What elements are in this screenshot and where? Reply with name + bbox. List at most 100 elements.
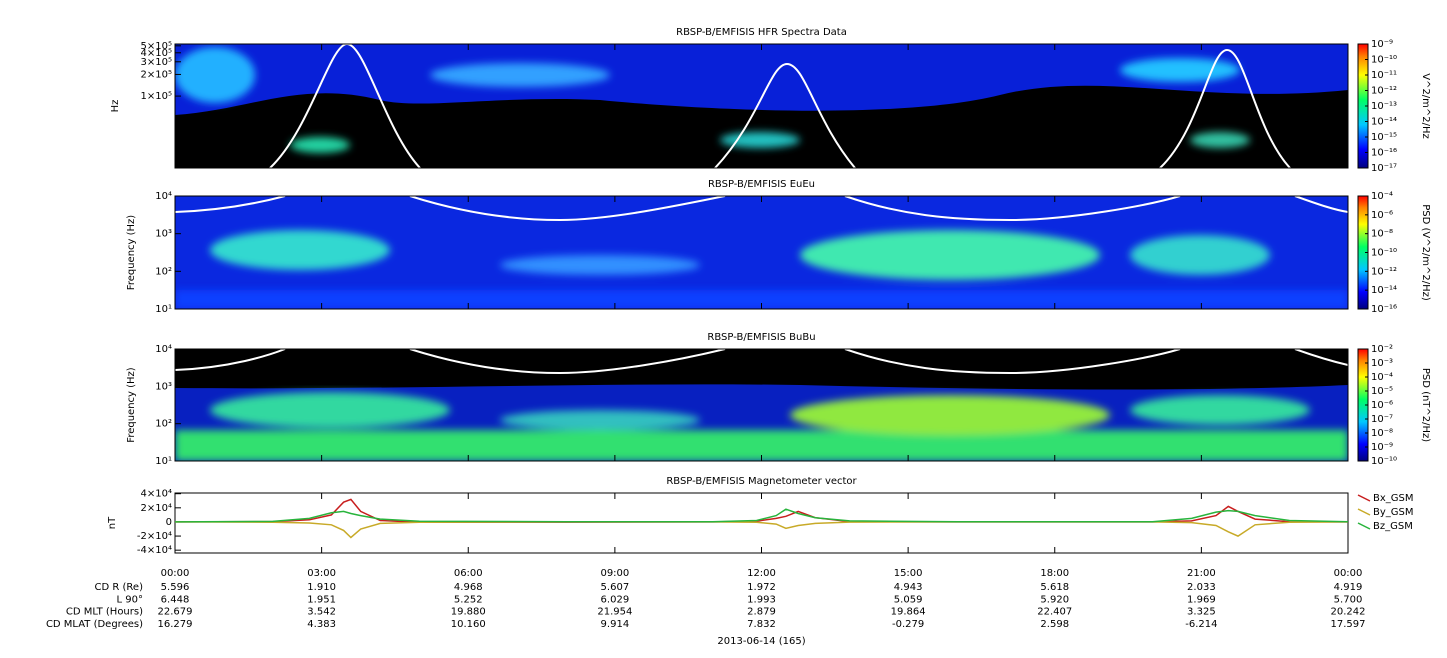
- y-tick-label: -2×10⁴: [137, 531, 172, 542]
- y-tick-label: 2×10⁴: [141, 503, 172, 514]
- ephemeris-value: 5.607: [601, 582, 630, 593]
- spectrogram-image: [175, 196, 1348, 309]
- colorbar-tick-label: 10⁻¹²: [1371, 266, 1397, 277]
- y-tick-label: 10¹: [155, 304, 172, 315]
- ephemeris-value: 19.864: [891, 607, 926, 618]
- ephemeris-value: 21.954: [597, 607, 632, 618]
- colorbar-tick-label: 10⁻¹²: [1371, 86, 1397, 97]
- legend-swatch: [1357, 508, 1371, 516]
- x-tick-label: 12:00: [747, 568, 776, 579]
- ephemeris-value: 5.920: [1040, 594, 1069, 605]
- x-tick-label: 21:00: [1187, 568, 1216, 579]
- colorbar-tick-label: 10⁻⁸: [1371, 428, 1393, 439]
- y-axis-label: nT: [107, 516, 118, 529]
- x-tick-label: 06:00: [454, 568, 483, 579]
- x-tick-label: 03:00: [307, 568, 336, 579]
- date-label: 2013-06-14 (165): [717, 636, 805, 647]
- y-tick-label: 4×10⁵: [141, 48, 172, 59]
- ephemeris-value: 19.880: [451, 607, 486, 618]
- colorbar-tick-label: 10⁻¹⁷: [1371, 163, 1397, 174]
- ephemeris-value: 5.618: [1040, 582, 1069, 593]
- legend-swatch: [1357, 522, 1371, 530]
- ephemeris-value: 4.968: [454, 582, 483, 593]
- colorbar-tick-label: 10⁻⁹: [1371, 39, 1393, 50]
- ephemeris-value: 3.542: [307, 607, 336, 618]
- colorbar-tick-label: 10⁻⁶: [1371, 210, 1393, 221]
- y-tick-label: 5×10⁵: [141, 41, 172, 52]
- panel-title: RBSP-B/EMFISIS EuEu: [708, 179, 815, 190]
- x-tick-label: 18:00: [1040, 568, 1069, 579]
- legend-label: By_GSM: [1373, 507, 1414, 518]
- legend-label: Bz_GSM: [1373, 521, 1413, 532]
- ephemeris-value: 2.598: [1040, 619, 1069, 630]
- x-tick-label: 00:00: [161, 568, 190, 579]
- ephemeris-value: 5.059: [894, 594, 923, 605]
- ephemeris-value: 6.029: [601, 594, 630, 605]
- ephemeris-value: 1.972: [747, 582, 776, 593]
- y-axis-label: Frequency (Hz): [126, 215, 137, 291]
- panel-title: RBSP-B/EMFISIS HFR Spectra Data: [676, 27, 847, 38]
- colorbar-tick-label: 10⁻¹⁵: [1371, 132, 1397, 143]
- colorbar-tick-label: 10⁻⁶: [1371, 400, 1393, 411]
- ephemeris-value: 6.448: [161, 594, 190, 605]
- ephemeris-value: 1.969: [1187, 594, 1216, 605]
- ephemeris-value: 20.242: [1331, 607, 1366, 618]
- panel-title: RBSP-B/EMFISIS Magnetometer vector: [666, 476, 857, 487]
- x-tick-label: 00:00: [1334, 568, 1363, 579]
- y-tick-label: 10⁴: [155, 344, 172, 355]
- colorbar-tick-label: 10⁻¹⁶: [1371, 148, 1397, 159]
- y-tick-label: 10³: [155, 381, 172, 392]
- ephemeris-value: 2.033: [1187, 582, 1216, 593]
- y-tick-label: 0: [166, 517, 172, 528]
- y-tick-label: 10²: [155, 266, 172, 277]
- ephemeris-value: 7.832: [747, 619, 776, 630]
- colorbar-tick-label: 10⁻⁴: [1371, 372, 1393, 383]
- legend-label: Bx_GSM: [1373, 493, 1414, 504]
- ephemeris-value: 1.910: [307, 582, 336, 593]
- ephemeris-value: 10.160: [451, 619, 486, 630]
- ephemeris-value: 4.943: [894, 582, 923, 593]
- colorbar-tick-label: 10⁻¹¹: [1371, 70, 1397, 81]
- colorbar-label: V^2/m^2/Hz: [1420, 73, 1431, 139]
- y-tick-label: 10¹: [155, 456, 172, 467]
- spectrogram-image: [175, 44, 1348, 168]
- ephemeris-value: 5.596: [161, 582, 190, 593]
- ephemeris-value: 22.407: [1037, 607, 1072, 618]
- y-axis-label: Frequency (Hz): [126, 367, 137, 443]
- ephemeris-value: 4.383: [307, 619, 336, 630]
- ephemeris-value: 4.919: [1334, 582, 1363, 593]
- colorbar-tick-label: 10⁻⁷: [1371, 414, 1393, 425]
- x-tick-label: 15:00: [894, 568, 923, 579]
- x-tick-label: 09:00: [600, 568, 629, 579]
- series-line: [174, 508, 1349, 523]
- ephemeris-value: 17.597: [1331, 619, 1366, 630]
- y-tick-label: 10⁴: [155, 191, 172, 202]
- colorbar-tick-label: 10⁻¹⁴: [1371, 117, 1397, 128]
- ephemeris-value: 3.325: [1187, 607, 1216, 618]
- ephemeris-value: -0.279: [892, 619, 924, 630]
- colorbar-tick-label: 10⁻¹⁶: [1371, 304, 1397, 315]
- spectrogram-image: [175, 349, 1348, 461]
- colorbar-tick-label: 10⁻¹⁰: [1371, 456, 1397, 467]
- colorbar-tick-label: 10⁻¹⁰: [1371, 248, 1397, 259]
- colorbar-tick-label: 10⁻¹⁴: [1371, 285, 1397, 296]
- colorbar-tick-label: 10⁻⁹: [1371, 442, 1393, 453]
- ephemeris-label: L 90°: [117, 594, 143, 605]
- ephemeris-label: CD MLT (Hours): [66, 607, 143, 618]
- y-tick-label: 3×10⁵: [141, 57, 172, 68]
- legend-swatch: [1357, 494, 1371, 502]
- colorbar-tick-label: 10⁻¹³: [1371, 101, 1397, 112]
- y-tick-label: 10³: [155, 229, 172, 240]
- colorbar-label: PSD (nT^2/Hz): [1420, 368, 1431, 442]
- ephemeris-value: 22.679: [158, 607, 193, 618]
- y-axis-label: Hz: [110, 100, 121, 113]
- ephemeris-value: 5.700: [1334, 594, 1363, 605]
- y-tick-label: 2×10⁵: [141, 69, 172, 80]
- ephemeris-value: 2.879: [747, 607, 776, 618]
- y-tick-label: -4×10⁴: [137, 545, 172, 556]
- colorbar-tick-label: 10⁻³: [1371, 358, 1393, 369]
- colorbar-tick-label: 10⁻⁴: [1371, 191, 1393, 202]
- panel-title: RBSP-B/EMFISIS BuBu: [707, 332, 815, 343]
- colorbar-tick-label: 10⁻¹⁰: [1371, 55, 1397, 66]
- series-line: [174, 521, 1349, 539]
